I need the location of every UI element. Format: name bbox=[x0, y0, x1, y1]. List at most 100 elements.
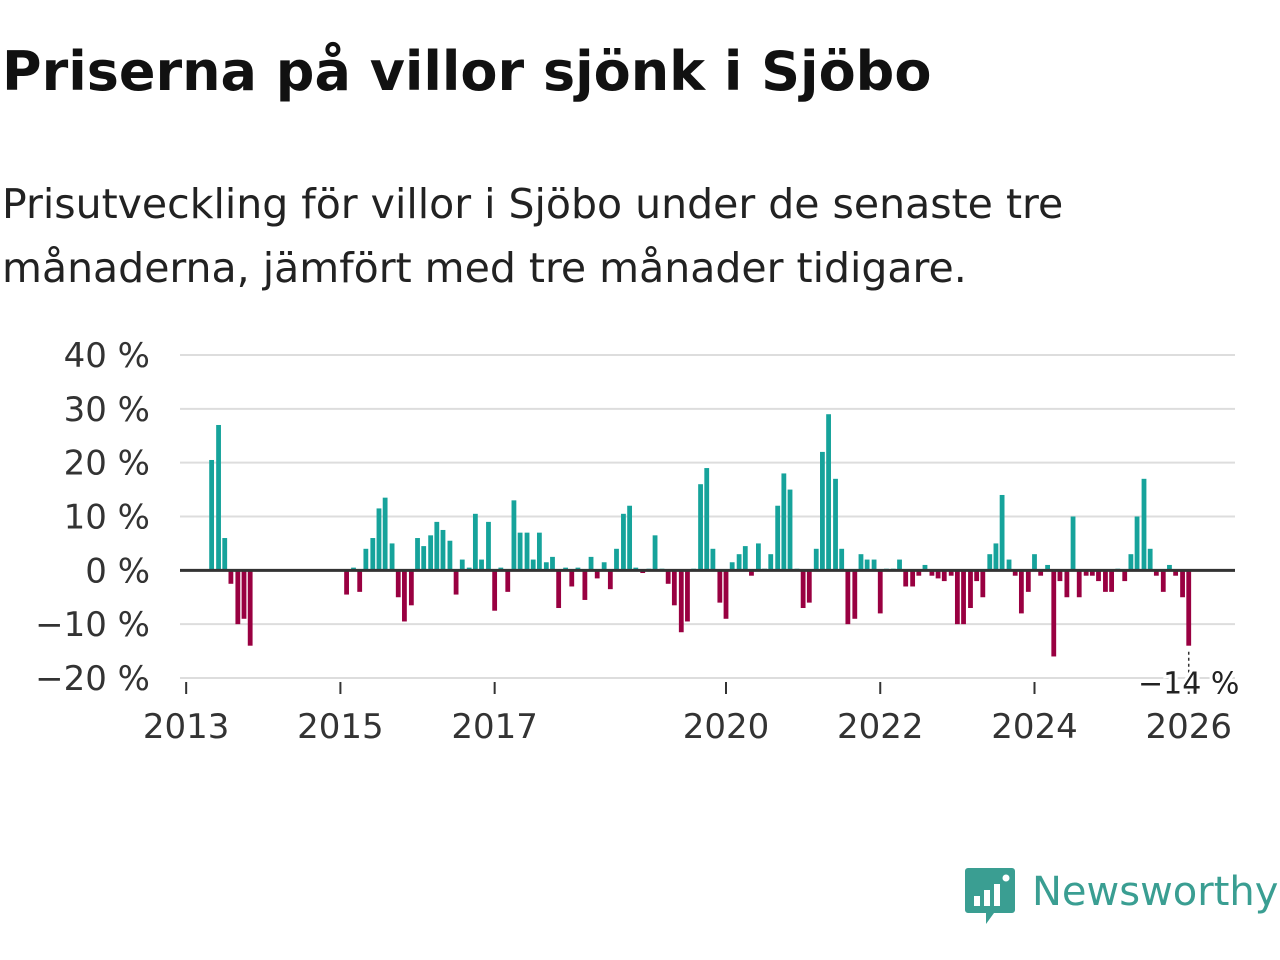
bar bbox=[1160, 570, 1166, 592]
bar bbox=[756, 543, 761, 571]
bar bbox=[228, 570, 234, 584]
bar bbox=[569, 570, 575, 587]
grid-lines bbox=[180, 354, 1235, 679]
bar bbox=[1122, 570, 1128, 582]
bar bbox=[524, 532, 530, 571]
bar bbox=[1180, 570, 1185, 598]
bar bbox=[453, 570, 459, 595]
bar bbox=[948, 570, 954, 576]
bar bbox=[1089, 570, 1095, 576]
chart-title: Priserna på villor sjönk i Sjöbo bbox=[2, 40, 932, 103]
bar bbox=[826, 414, 831, 571]
y-tick-label: 20 % bbox=[64, 444, 150, 484]
bar bbox=[389, 543, 395, 571]
bar bbox=[1064, 570, 1070, 598]
bar bbox=[916, 570, 922, 576]
bar bbox=[209, 459, 215, 571]
bar bbox=[627, 505, 633, 571]
y-tick-label: 0 % bbox=[85, 551, 150, 591]
bar bbox=[742, 546, 748, 571]
bar bbox=[1141, 478, 1147, 571]
bar bbox=[588, 556, 594, 571]
bar bbox=[935, 570, 941, 579]
bar bbox=[877, 570, 883, 614]
bar bbox=[903, 570, 909, 587]
bar bbox=[922, 564, 928, 571]
y-tick-label: −10 % bbox=[35, 605, 150, 645]
bar bbox=[601, 562, 607, 571]
x-tick-label: 2022 bbox=[837, 707, 924, 747]
bar bbox=[492, 570, 498, 611]
x-tick-label: 2020 bbox=[683, 707, 770, 747]
bar bbox=[749, 570, 754, 576]
bar bbox=[479, 559, 484, 571]
bar bbox=[1083, 570, 1089, 576]
bar bbox=[1025, 570, 1031, 592]
bar bbox=[1103, 570, 1108, 592]
bar bbox=[247, 570, 253, 646]
bar bbox=[1057, 570, 1063, 582]
bar bbox=[993, 543, 999, 571]
bar bbox=[614, 548, 619, 571]
bar bbox=[530, 559, 536, 571]
bar bbox=[652, 535, 658, 571]
bar bbox=[1032, 554, 1037, 571]
bar bbox=[685, 570, 690, 622]
bar bbox=[459, 559, 465, 571]
axes: 40 % 30 % 20 % 10 % 0 % −10 % −20 % 2013 2015 201… bbox=[35, 336, 1232, 747]
bar bbox=[517, 532, 523, 571]
bar bbox=[216, 424, 221, 571]
bar bbox=[717, 570, 723, 603]
bar bbox=[1018, 570, 1024, 614]
bar bbox=[550, 556, 555, 571]
bar bbox=[415, 538, 420, 571]
y-tick-label: 30 % bbox=[64, 390, 150, 430]
bar bbox=[980, 570, 986, 598]
annotations: −14 % bbox=[1135, 651, 1242, 705]
bar bbox=[594, 570, 600, 579]
bar bbox=[505, 570, 511, 592]
bar bbox=[1076, 570, 1082, 598]
bar bbox=[357, 570, 363, 592]
bar bbox=[723, 570, 729, 619]
x-tick-label: 2015 bbox=[297, 707, 384, 747]
bar bbox=[402, 570, 407, 622]
last-value-label: −14 % bbox=[1138, 667, 1239, 702]
bar bbox=[434, 521, 440, 571]
bar bbox=[1045, 564, 1050, 571]
bar bbox=[852, 570, 858, 619]
bar bbox=[1147, 548, 1153, 571]
bar bbox=[472, 513, 478, 571]
bar bbox=[736, 554, 742, 571]
bar bbox=[1167, 564, 1172, 571]
bar bbox=[511, 500, 517, 571]
bar bbox=[800, 570, 806, 609]
newsworthy-icon bbox=[965, 868, 1015, 924]
bar bbox=[408, 570, 414, 606]
bar bbox=[582, 570, 588, 600]
bar bbox=[665, 570, 671, 584]
bar bbox=[621, 513, 626, 571]
bar bbox=[486, 521, 491, 571]
newsworthy-logo: Newsworthy bbox=[964, 864, 1280, 928]
bar bbox=[768, 554, 774, 571]
bar bbox=[929, 570, 935, 576]
bar bbox=[987, 554, 993, 571]
bar bbox=[813, 548, 819, 571]
bar bbox=[864, 559, 870, 571]
x-tick-label: 2026 bbox=[1145, 707, 1232, 747]
bar bbox=[999, 494, 1005, 571]
bars bbox=[209, 414, 1192, 657]
bar bbox=[974, 570, 980, 582]
bar bbox=[871, 559, 877, 571]
bar bbox=[698, 484, 703, 571]
bar bbox=[222, 538, 228, 571]
x-tick-label: 2013 bbox=[143, 707, 230, 747]
bar bbox=[421, 546, 427, 571]
bar bbox=[781, 473, 787, 571]
bar bbox=[344, 570, 349, 595]
bar bbox=[954, 570, 960, 625]
bar bbox=[729, 562, 735, 571]
bar bbox=[376, 508, 382, 571]
bar bbox=[1128, 554, 1134, 571]
